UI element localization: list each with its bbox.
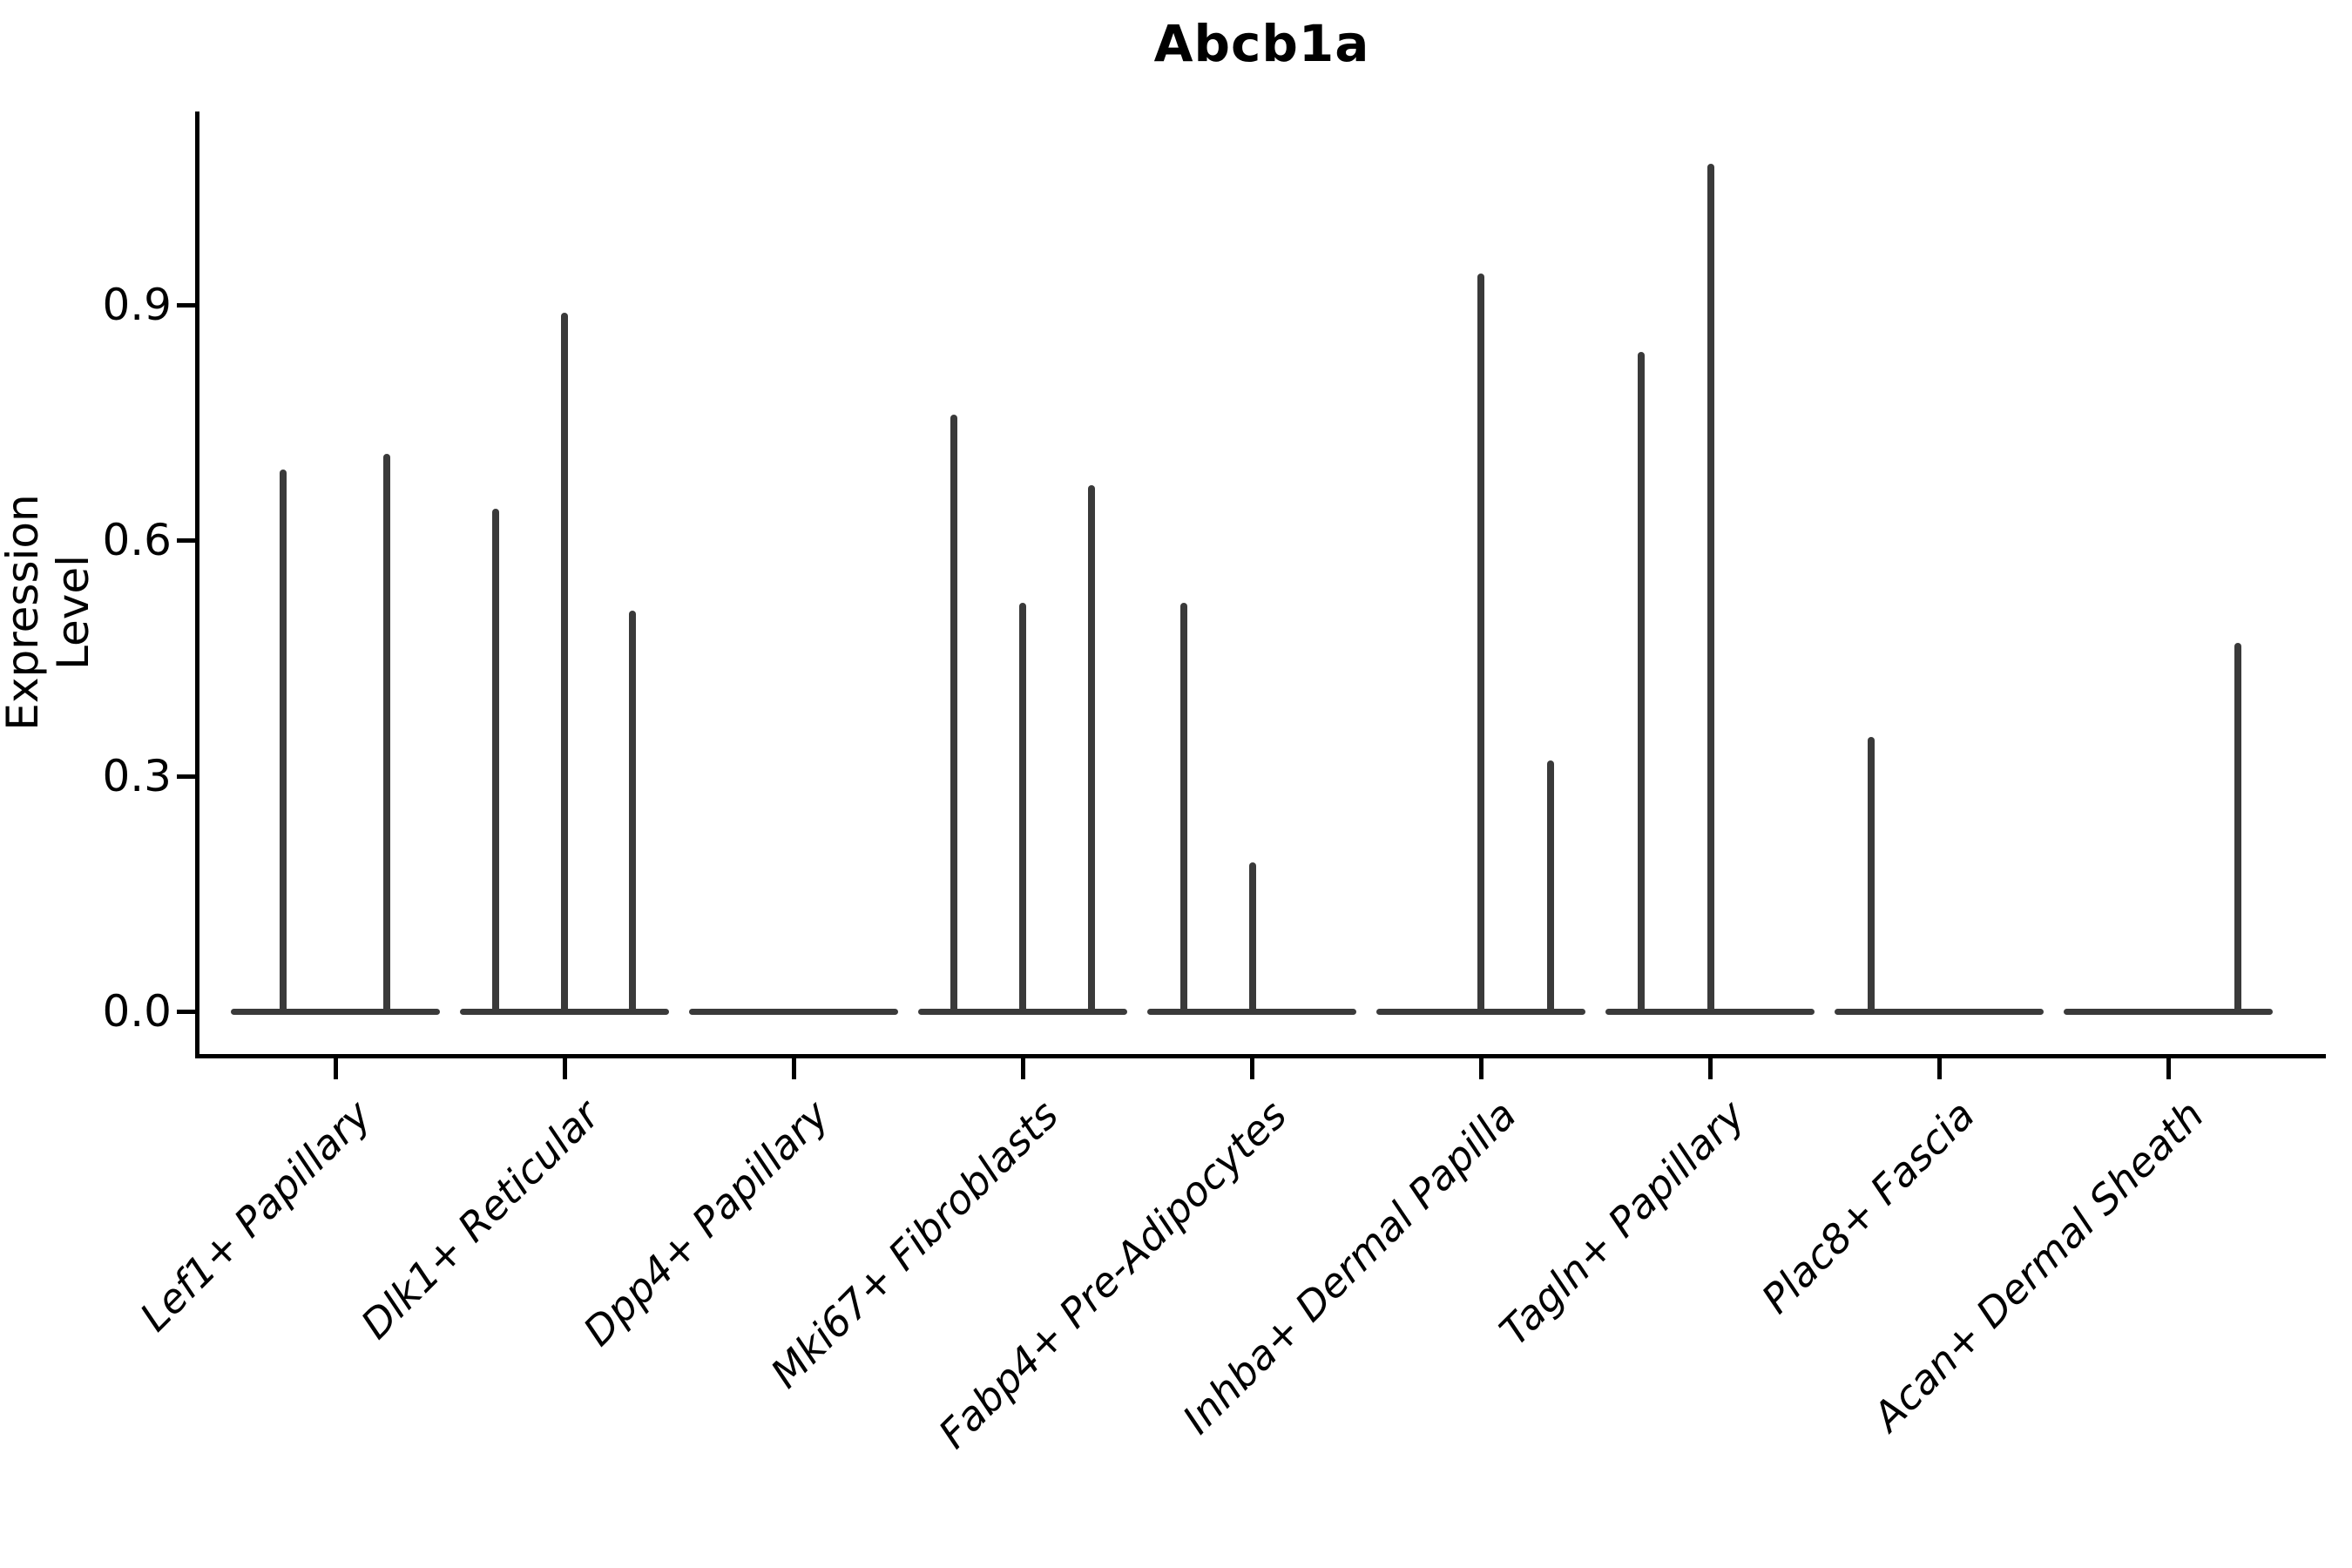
violin-spike: [280, 470, 287, 1013]
violin-spike: [1477, 274, 1484, 1013]
x-tick: [563, 1058, 567, 1079]
y-tick: [177, 538, 196, 544]
violin-spike: [2234, 643, 2241, 1013]
y-tick: [177, 774, 196, 779]
violin-spike: [1180, 603, 1187, 1013]
y-tick: [177, 303, 196, 308]
violin-spike: [1868, 737, 1875, 1013]
x-tick: [334, 1058, 338, 1079]
violin-spike: [1547, 760, 1554, 1013]
x-tick-label: Dlk1+ Reticular: [352, 1091, 609, 1348]
violin-baseline: [689, 1009, 898, 1015]
x-tick: [1250, 1058, 1254, 1079]
x-tick: [1021, 1058, 1025, 1079]
violin-spike: [561, 313, 568, 1013]
violin-baseline: [231, 1009, 440, 1015]
x-tick-label: Lef1+ Papillary: [130, 1091, 380, 1341]
x-tick: [1479, 1058, 1484, 1079]
violin-baseline: [2064, 1009, 2273, 1015]
y-tick-label: 0.3: [102, 750, 172, 801]
violin-spike: [950, 415, 957, 1013]
y-axis-spine: [195, 112, 199, 1058]
x-tick-label: Tagln+ Papillary: [1490, 1091, 1754, 1355]
violin-spike: [1638, 352, 1645, 1013]
x-tick: [792, 1058, 796, 1079]
violin-spike: [492, 509, 499, 1013]
violin-spike: [1019, 603, 1026, 1013]
x-tick: [1937, 1058, 1942, 1079]
violin-spike: [629, 611, 636, 1013]
y-tick: [177, 1010, 196, 1014]
violin-spike: [1707, 164, 1714, 1013]
violin-spike: [1088, 485, 1095, 1013]
y-tick-label: 0.0: [102, 986, 172, 1037]
x-tick: [1708, 1058, 1713, 1079]
y-tick-label: 0.9: [102, 280, 172, 331]
x-tick: [2166, 1058, 2171, 1079]
y-tick-label: 0.6: [102, 515, 172, 566]
violin-spike: [1249, 862, 1256, 1013]
x-tick-label: Plac8+ Fascia: [1752, 1091, 1984, 1322]
violin-spike: [383, 454, 390, 1013]
violin-baseline: [1835, 1009, 2044, 1015]
y-axis-label: Expression Level: [0, 494, 98, 731]
chart-title: Abcb1a: [1153, 14, 1370, 73]
x-axis-spine: [195, 1054, 2326, 1058]
x-tick-label: Dpp4+ Papillary: [574, 1091, 838, 1355]
